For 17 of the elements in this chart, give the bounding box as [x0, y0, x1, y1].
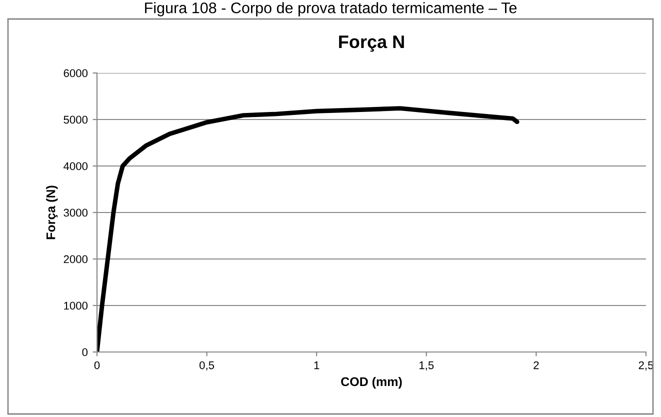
x-tick-label: 1,5 — [420, 361, 434, 370]
y-tick-label: 2000 — [64, 255, 88, 264]
y-tick-label: 1000 — [64, 302, 88, 310]
y-tick-label: 0 — [82, 348, 88, 356]
y-axis-title: Força (N) — [46, 186, 58, 240]
x-axis-title: COD (mm) — [341, 376, 402, 389]
x-tick-label: 2 — [534, 361, 539, 370]
x-tick-label: 1 — [314, 361, 320, 370]
x-tick-label: 0 — [94, 361, 100, 370]
y-tick-label: 3000 — [64, 208, 88, 217]
y-tick-label: 5000 — [64, 116, 88, 124]
y-tick-label: 4000 — [64, 162, 88, 170]
y-tick-label: 6000 — [64, 69, 88, 78]
text: Figura 108 - Corpo de prova tratado termicamente – Te — [145, 2, 517, 16]
chart-title: Força N — [339, 36, 404, 52]
line-series — [97, 106, 520, 352]
x-tick-label: 0,5 — [200, 361, 214, 370]
